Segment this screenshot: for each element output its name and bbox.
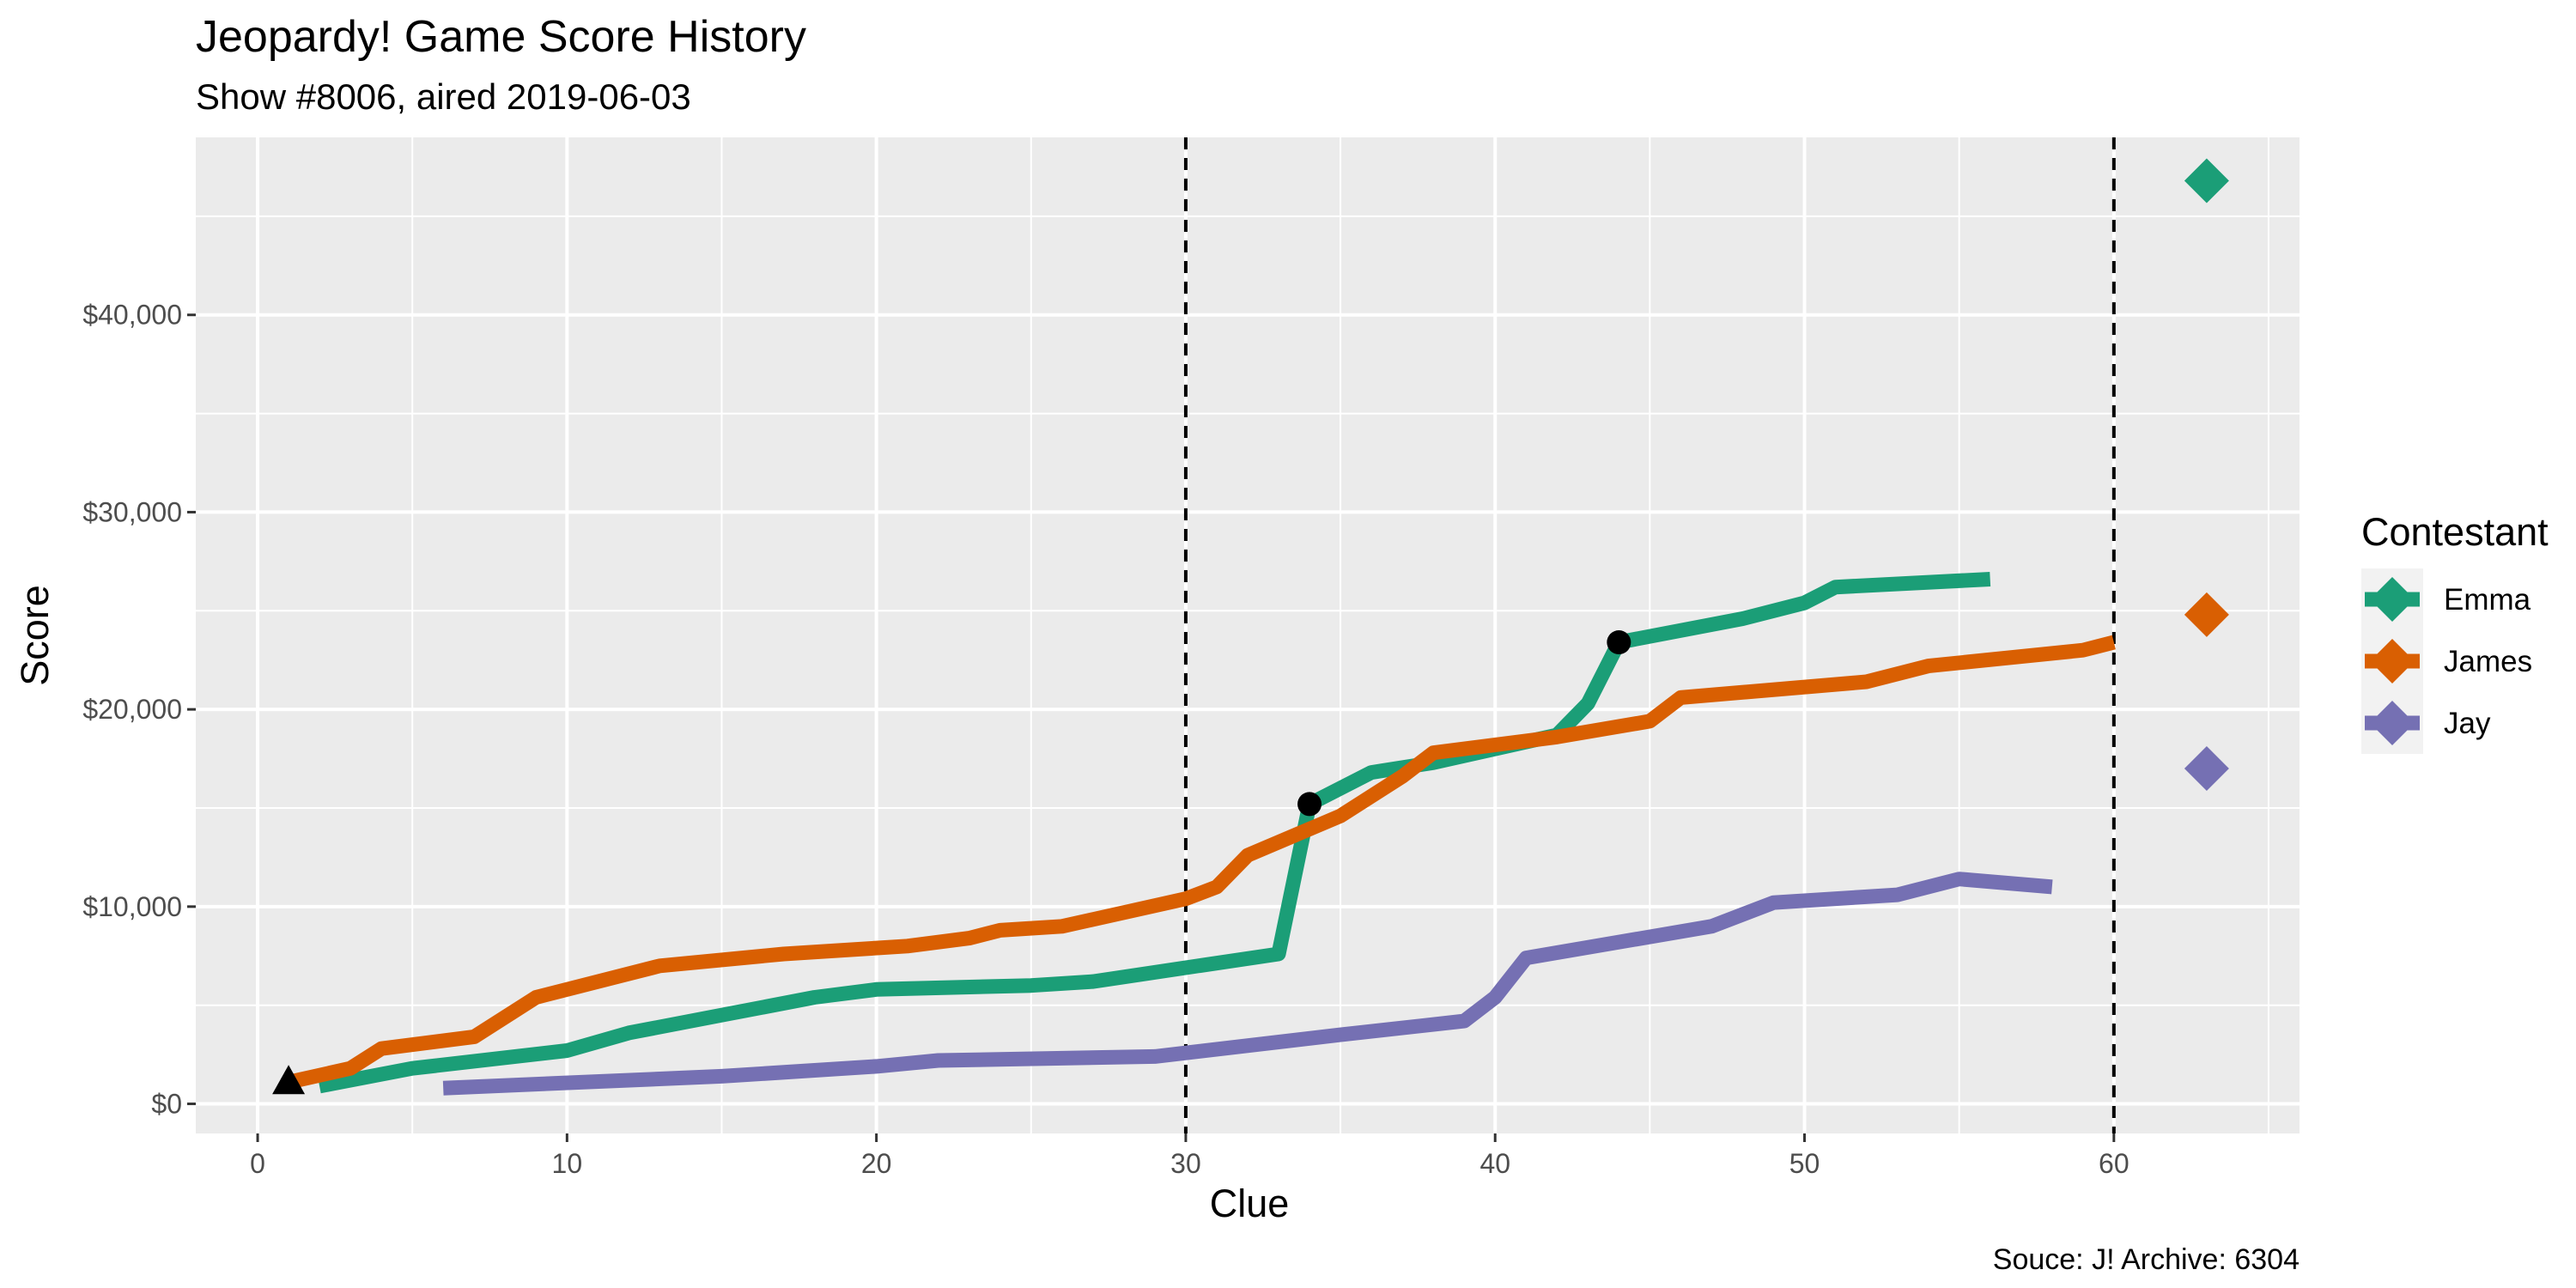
y-axis-label: Score [13, 585, 57, 686]
legend-label-james: James [2444, 645, 2532, 678]
x-tick-label: 40 [1479, 1148, 1510, 1179]
series-line-jay [442, 872, 2053, 1096]
legend-label-emma: Emma [2444, 583, 2531, 617]
x-tick-label: 60 [2099, 1148, 2129, 1179]
y-tick-label: $30,000 [82, 496, 182, 527]
grid-major [196, 137, 2300, 1133]
x-tick-label: 10 [552, 1148, 583, 1179]
y-tick-label: $0 [151, 1089, 182, 1120]
series-line-emma [318, 572, 1991, 1094]
legend-title: Contestant [2361, 510, 2549, 554]
legend-key-diamond [2370, 701, 2415, 745]
x-tick-label: 50 [1789, 1148, 1820, 1179]
series-lines [287, 572, 2116, 1096]
x-axis-label: Clue [1210, 1182, 1290, 1225]
x-axis: 0 10 20 30 40 50 60 [250, 1133, 2129, 1179]
legend-key-diamond [2370, 639, 2415, 683]
daily-double-marker [1607, 630, 1631, 655]
final-score-marker-james [2184, 592, 2229, 637]
y-tick-label: $10,000 [82, 891, 182, 922]
legend: Contestant Emma James Jay [2361, 510, 2549, 754]
x-tick-label: 0 [250, 1148, 265, 1179]
x-tick-label: 30 [1170, 1148, 1201, 1179]
series-line-james [287, 635, 2116, 1090]
legend-label-jay: Jay [2444, 707, 2491, 740]
final-score-marker-emma [2184, 158, 2229, 204]
final-score-markers [2184, 158, 2229, 792]
daily-double-marker [1297, 792, 1322, 817]
chart-subtitle: Show #8006, aired 2019-06-03 [196, 76, 691, 117]
chart-title: Jeopardy! Game Score History [196, 12, 806, 62]
legend-key-diamond [2370, 577, 2415, 622]
plot-panel [196, 137, 2300, 1133]
y-tick-label: $40,000 [82, 300, 182, 331]
y-axis: $0 $10,000 $20,000 $30,000 $40,000 [82, 300, 196, 1120]
y-tick-label: $20,000 [82, 694, 182, 725]
start-triangle-marker [272, 1065, 306, 1095]
final-score-marker-jay [2184, 746, 2229, 792]
x-tick-label: 20 [861, 1148, 892, 1179]
point-markers [272, 630, 1631, 1095]
chart-caption: Souce: J! Archive: 6304 [1993, 1243, 2300, 1276]
